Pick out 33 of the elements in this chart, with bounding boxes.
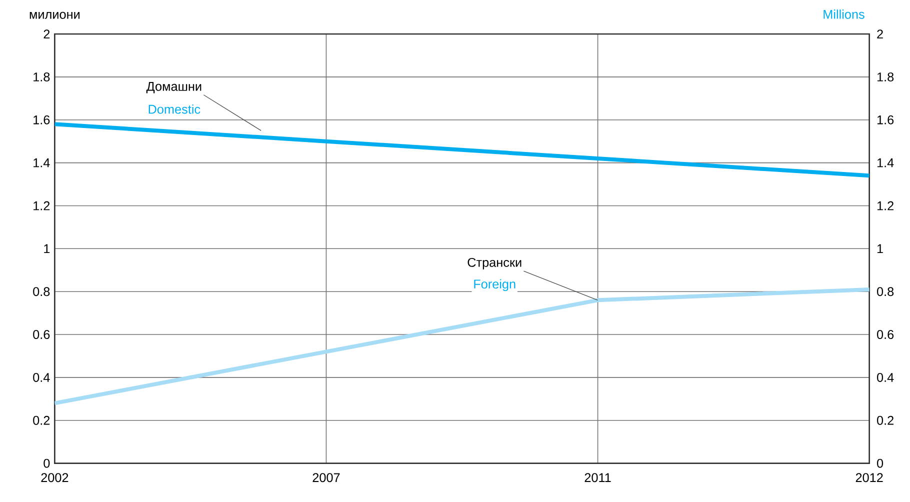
- y-tick-label: 0.8: [33, 287, 50, 296]
- x-tick-label: 2002: [41, 473, 68, 482]
- annotation: Domestic: [148, 104, 200, 114]
- y2-tick-label: 1.6: [877, 115, 894, 124]
- text: Странски: [468, 258, 522, 270]
- y2-axis-title: Millions: [824, 10, 864, 19]
- annotation: Foreign: [474, 279, 516, 292]
- y-tick-label: 1.8: [34, 72, 50, 82]
- y-tick-label: 0: [44, 458, 50, 468]
- y-axis-title: милиони: [30, 12, 80, 19]
- y2-tick-label: 1: [877, 244, 883, 254]
- line-series: [54, 122, 870, 178]
- text: Домашни: [146, 82, 202, 94]
- y2-tick-label: 1.8: [877, 72, 894, 82]
- x-tick-label: 2012: [856, 473, 883, 482]
- y-tick-label: 0.2: [33, 416, 50, 425]
- y2-tick-label: 0.2: [877, 416, 894, 425]
- y-tick-label: 1.6: [34, 115, 50, 124]
- x-tick-label: 2007: [312, 473, 340, 482]
- y2-tick-label: 0.6: [877, 330, 894, 340]
- y2-tick-label: 0.4: [877, 372, 894, 382]
- y-tick-label: 1.4: [34, 158, 50, 168]
- y2-tick-label: 1.2: [877, 201, 894, 210]
- y2-tick-label: 1.4: [877, 158, 894, 168]
- y2-tick-label: 2: [877, 30, 883, 38]
- y2-tick-label: 0.8: [877, 287, 894, 296]
- x-tick-label: 2011: [584, 473, 611, 482]
- y-tick-label: 0.4: [33, 372, 50, 382]
- y2-tick-label: 0: [877, 458, 884, 468]
- y-tick-label: 1.2: [34, 201, 50, 210]
- y-tick-label: 2: [44, 30, 50, 38]
- y-tick-label: 0.6: [33, 330, 50, 340]
- y-tick-label: 1: [44, 244, 50, 254]
